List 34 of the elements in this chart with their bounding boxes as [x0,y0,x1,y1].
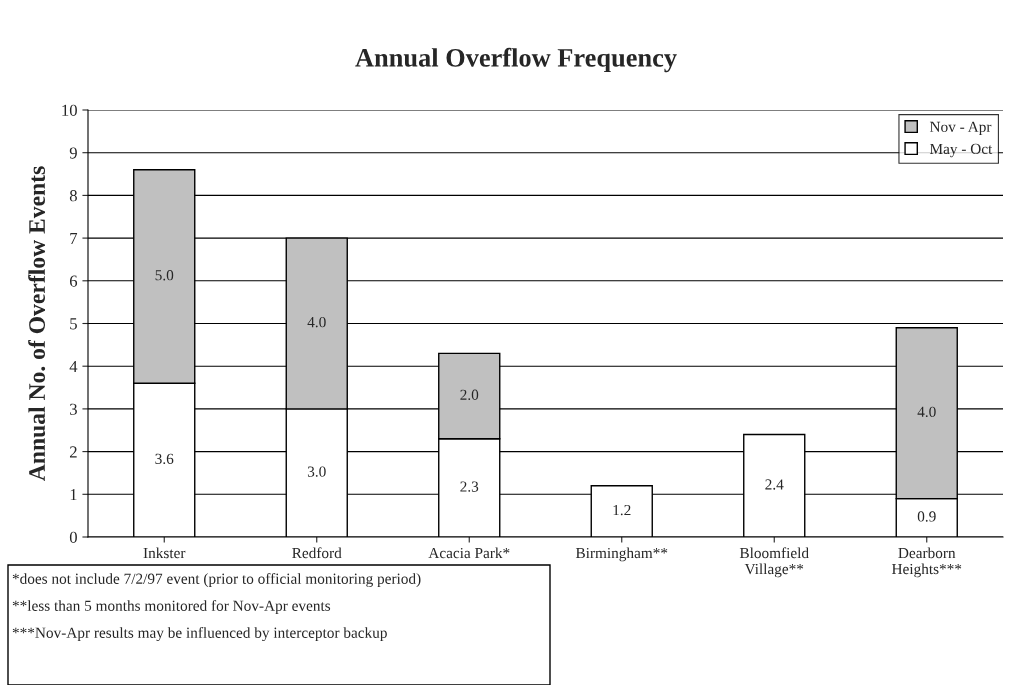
y-tick-label: 6 [69,275,78,287]
y-tick-label: 9 [69,147,77,159]
x-tick-label: Bloomfield Village** [739,547,809,578]
text: **less than 5 months monitored for Nov-Apr events [12,599,331,615]
y-tick-label: 0 [69,531,77,543]
data-label: 2.4 [765,479,784,490]
legend-label: May - Oct [929,143,993,158]
x-tick-label: Redford [292,547,342,559]
y-tick-label: 7 [70,232,78,244]
y-tick-label: 4 [69,361,78,372]
x-tick-label: Birmingham** [575,547,668,562]
x-tick-label: Dearborn Heights*** [891,547,962,578]
x-tick-label: Acacia Park* [428,547,510,559]
data-label: 4.0 [307,317,326,328]
data-label: 5.0 [155,270,174,281]
y-tick-label: 3 [70,403,77,415]
data-label: 2.3 [460,481,479,492]
text: *does not include 7/2/97 event (prior to official monitoring period) [12,572,421,588]
chart-title: Annual Overflow Frequency [355,47,677,73]
y-tick-label: 2 [69,446,77,458]
y-tick-label: 8 [69,190,77,202]
x-tick-label: Inkster [143,547,186,559]
data-label: 4.0 [917,406,936,418]
data-label: 2.0 [460,389,479,400]
y-tick-label: 1 [70,489,77,501]
data-label: 3.6 [155,453,174,465]
y-axis-title: Annual No. of Overflow Events [28,166,46,481]
legend-label: Nov - Apr [929,121,992,136]
text: ***Nov-Apr results may be influenced by interceptor backup [12,626,387,642]
y-tick-label: 10 [62,104,77,116]
data-label: 1.2 [613,504,631,516]
data-label: 0.9 [917,511,936,522]
data-label: 3.0 [307,466,326,477]
y-tick-label: 5 [70,318,77,330]
